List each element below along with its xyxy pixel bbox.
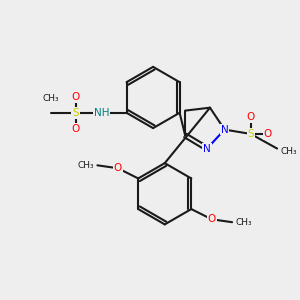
- Text: CH₃: CH₃: [42, 94, 59, 103]
- Text: CH₃: CH₃: [280, 147, 297, 156]
- Text: CH₃: CH₃: [235, 218, 252, 227]
- Text: O: O: [247, 112, 255, 122]
- Text: O: O: [71, 92, 80, 102]
- Text: O: O: [114, 163, 122, 173]
- Text: CH₃: CH₃: [78, 161, 94, 170]
- Text: O: O: [208, 214, 216, 224]
- Text: S: S: [248, 129, 254, 139]
- Text: N: N: [203, 143, 211, 154]
- Text: O: O: [71, 124, 80, 134]
- Text: NH: NH: [94, 108, 110, 118]
- Text: N: N: [221, 124, 228, 135]
- Text: S: S: [72, 108, 79, 118]
- Text: O: O: [264, 129, 272, 139]
